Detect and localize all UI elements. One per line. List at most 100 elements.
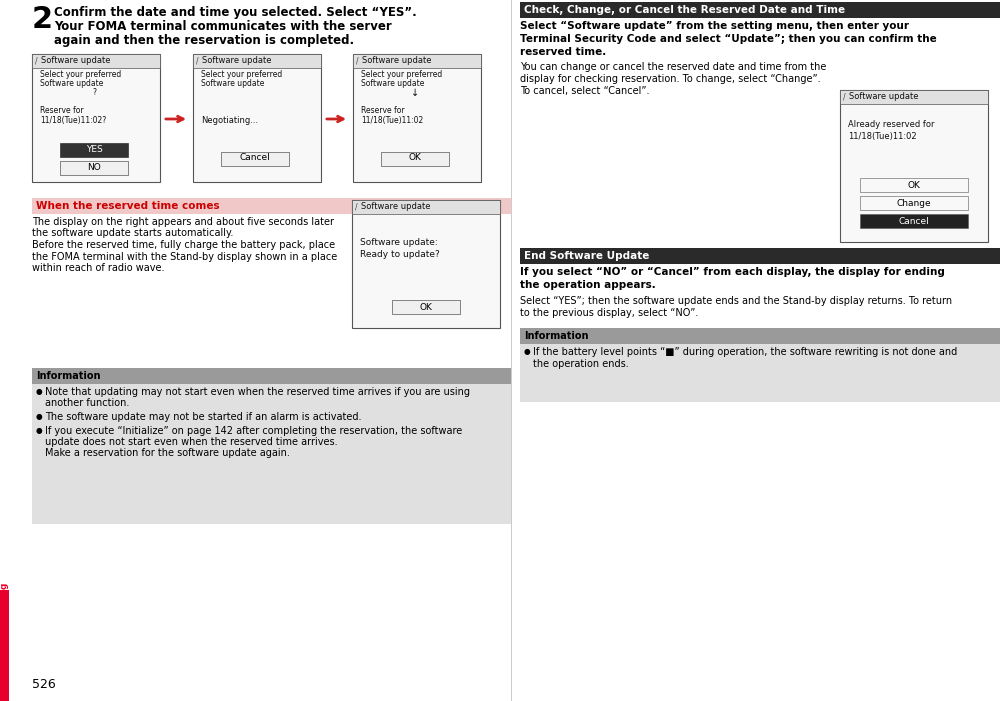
Bar — [0, 590, 9, 701]
Text: Software update: Software update — [362, 56, 431, 65]
Bar — [32, 54, 159, 182]
Bar — [193, 54, 321, 68]
Text: 526: 526 — [32, 678, 56, 691]
Text: Note that updating may not start even when the reserved time arrives if you are : Note that updating may not start even wh… — [45, 387, 469, 397]
Text: You can change or cancel the reserved date and time from the: You can change or cancel the reserved da… — [520, 62, 825, 72]
Text: OK: OK — [419, 303, 432, 311]
Text: Software update: Software update — [40, 79, 103, 88]
Text: End Software Update: End Software Update — [524, 251, 649, 261]
Text: Information: Information — [36, 371, 100, 381]
Text: Software update: Software update — [849, 92, 918, 101]
Text: The software update may not be started if an alarm is activated.: The software update may not be started i… — [45, 412, 361, 422]
Text: /: / — [356, 56, 358, 65]
Text: ?: ? — [92, 88, 96, 97]
Text: 2: 2 — [32, 5, 53, 34]
Text: again and then the reservation is completed.: again and then the reservation is comple… — [54, 34, 354, 47]
Text: /: / — [355, 202, 357, 211]
Text: OK: OK — [408, 154, 421, 163]
Bar — [32, 54, 159, 68]
Text: Information: Information — [524, 331, 588, 341]
Text: Negotiating...: Negotiating... — [201, 116, 258, 125]
Text: reserved time.: reserved time. — [520, 47, 606, 57]
Text: NO: NO — [87, 163, 100, 172]
Text: Cancel: Cancel — [898, 217, 929, 226]
Bar — [60, 161, 127, 175]
Bar — [860, 196, 967, 210]
Text: the operation appears.: the operation appears. — [520, 280, 655, 290]
Text: the FOMA terminal with the Stand-by display shown in a place: the FOMA terminal with the Stand-by disp… — [32, 252, 337, 261]
Bar — [352, 200, 499, 214]
Bar — [32, 198, 511, 214]
Text: Software update: Software update — [361, 202, 430, 211]
Text: 11/18(Tue)11:02: 11/18(Tue)11:02 — [848, 132, 916, 141]
Bar — [221, 152, 289, 166]
Text: If the battery level points “■” during operation, the software rewriting is not : If the battery level points “■” during o… — [533, 347, 956, 357]
Text: to the previous display, select “NO”.: to the previous display, select “NO”. — [520, 308, 698, 318]
Text: OK: OK — [907, 180, 920, 189]
Bar — [860, 178, 967, 192]
Text: Software update: Software update — [361, 79, 424, 88]
Text: Software update: Software update — [202, 56, 271, 65]
Text: the operation ends.: the operation ends. — [533, 359, 628, 369]
Text: Software update: Software update — [41, 56, 110, 65]
Text: YES: YES — [85, 144, 102, 154]
Text: Ready to update?: Ready to update? — [360, 250, 439, 259]
Text: ●: ● — [524, 347, 531, 356]
Bar — [352, 200, 499, 328]
Bar — [840, 90, 987, 242]
Text: 11/18(Tue)11:02?: 11/18(Tue)11:02? — [40, 116, 106, 125]
Text: Appendix/Troubleshooting: Appendix/Troubleshooting — [0, 581, 9, 701]
Text: the software update starts automatically.: the software update starts automatically… — [32, 229, 233, 238]
Text: Your FOMA terminal communicates with the server: Your FOMA terminal communicates with the… — [54, 20, 391, 33]
Bar — [520, 2, 999, 18]
Text: Make a reservation for the software update again.: Make a reservation for the software upda… — [45, 448, 290, 458]
Text: If you execute “Initialize” on page 142 after completing the reservation, the so: If you execute “Initialize” on page 142 … — [45, 426, 461, 436]
Bar — [840, 90, 987, 104]
Bar — [32, 384, 511, 524]
Text: ●: ● — [36, 412, 42, 421]
Text: 11/18(Tue)11:02: 11/18(Tue)11:02 — [361, 116, 423, 125]
Text: Change: Change — [896, 198, 931, 207]
Text: within reach of radio wave.: within reach of radio wave. — [32, 263, 164, 273]
Bar — [520, 328, 999, 344]
Text: Select your preferred: Select your preferred — [361, 70, 441, 79]
Text: Terminal Security Code and select “Update”; then you can confirm the: Terminal Security Code and select “Updat… — [520, 34, 936, 44]
Text: Check, Change, or Cancel the Reserved Date and Time: Check, Change, or Cancel the Reserved Da… — [524, 5, 845, 15]
Text: ↓: ↓ — [410, 88, 418, 98]
Bar — [860, 214, 967, 228]
Text: update does not start even when the reserved time arrives.: update does not start even when the rese… — [45, 437, 337, 447]
Bar — [353, 54, 480, 182]
Text: Select your preferred: Select your preferred — [40, 70, 121, 79]
Text: Select “YES”; then the software update ends and the Stand-by display returns. To: Select “YES”; then the software update e… — [520, 296, 951, 306]
Text: another function.: another function. — [45, 398, 129, 408]
Text: Select “Software update” from the setting menu, then enter your: Select “Software update” from the settin… — [520, 21, 908, 31]
Text: Software update:: Software update: — [360, 238, 437, 247]
Text: Already reserved for: Already reserved for — [848, 120, 934, 129]
Text: The display on the right appears and about five seconds later: The display on the right appears and abo… — [32, 217, 334, 227]
Bar — [60, 143, 127, 157]
Bar — [32, 100, 159, 101]
Text: To cancel, select “Cancel”.: To cancel, select “Cancel”. — [520, 86, 649, 96]
Text: Select your preferred: Select your preferred — [201, 70, 282, 79]
Text: When the reserved time comes: When the reserved time comes — [36, 201, 220, 211]
Text: Before the reserved time, fully charge the battery pack, place: Before the reserved time, fully charge t… — [32, 240, 335, 250]
Text: /: / — [843, 92, 845, 101]
Bar — [520, 344, 999, 402]
Bar — [353, 100, 480, 101]
Text: Confirm the date and time you selected. Select “YES”.: Confirm the date and time you selected. … — [54, 6, 416, 19]
Text: display for checking reservation. To change, select “Change”.: display for checking reservation. To cha… — [520, 74, 819, 84]
Text: ●: ● — [36, 426, 42, 435]
Text: ●: ● — [36, 387, 42, 396]
Text: Software update: Software update — [201, 79, 264, 88]
Bar — [32, 368, 511, 384]
Bar — [193, 54, 321, 182]
Text: Reserve for: Reserve for — [361, 106, 404, 115]
Bar — [391, 300, 459, 314]
Bar — [380, 152, 448, 166]
Bar — [520, 248, 999, 264]
Text: Reserve for: Reserve for — [40, 106, 83, 115]
Bar — [193, 92, 321, 93]
Text: If you select “NO” or “Cancel” from each display, the display for ending: If you select “NO” or “Cancel” from each… — [520, 267, 944, 277]
Bar — [353, 54, 480, 68]
Text: /: / — [35, 56, 37, 65]
